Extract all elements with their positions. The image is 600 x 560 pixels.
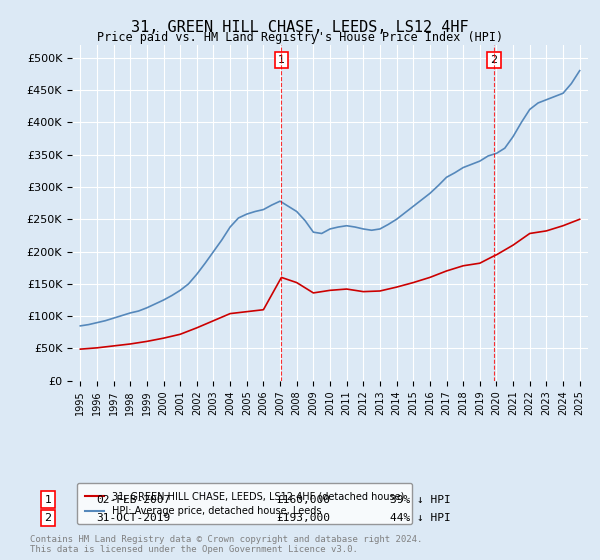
- Text: 1: 1: [44, 494, 52, 505]
- Text: 39% ↓ HPI: 39% ↓ HPI: [390, 494, 451, 505]
- Text: 44% ↓ HPI: 44% ↓ HPI: [390, 513, 451, 523]
- Text: Contains HM Land Registry data © Crown copyright and database right 2024.
This d: Contains HM Land Registry data © Crown c…: [30, 535, 422, 554]
- Text: £193,000: £193,000: [276, 513, 330, 523]
- Text: 02-FEB-2007: 02-FEB-2007: [96, 494, 170, 505]
- Text: 1: 1: [278, 55, 285, 65]
- Text: 2: 2: [490, 55, 497, 65]
- Text: 31-OCT-2019: 31-OCT-2019: [96, 513, 170, 523]
- Text: 31, GREEN HILL CHASE, LEEDS, LS12 4HF: 31, GREEN HILL CHASE, LEEDS, LS12 4HF: [131, 20, 469, 35]
- Legend: 31, GREEN HILL CHASE, LEEDS, LS12 4HF (detached house), HPI: Average price, deta: 31, GREEN HILL CHASE, LEEDS, LS12 4HF (d…: [77, 483, 412, 524]
- Text: 2: 2: [44, 513, 52, 523]
- Text: £160,000: £160,000: [276, 494, 330, 505]
- Text: Price paid vs. HM Land Registry's House Price Index (HPI): Price paid vs. HM Land Registry's House …: [97, 31, 503, 44]
